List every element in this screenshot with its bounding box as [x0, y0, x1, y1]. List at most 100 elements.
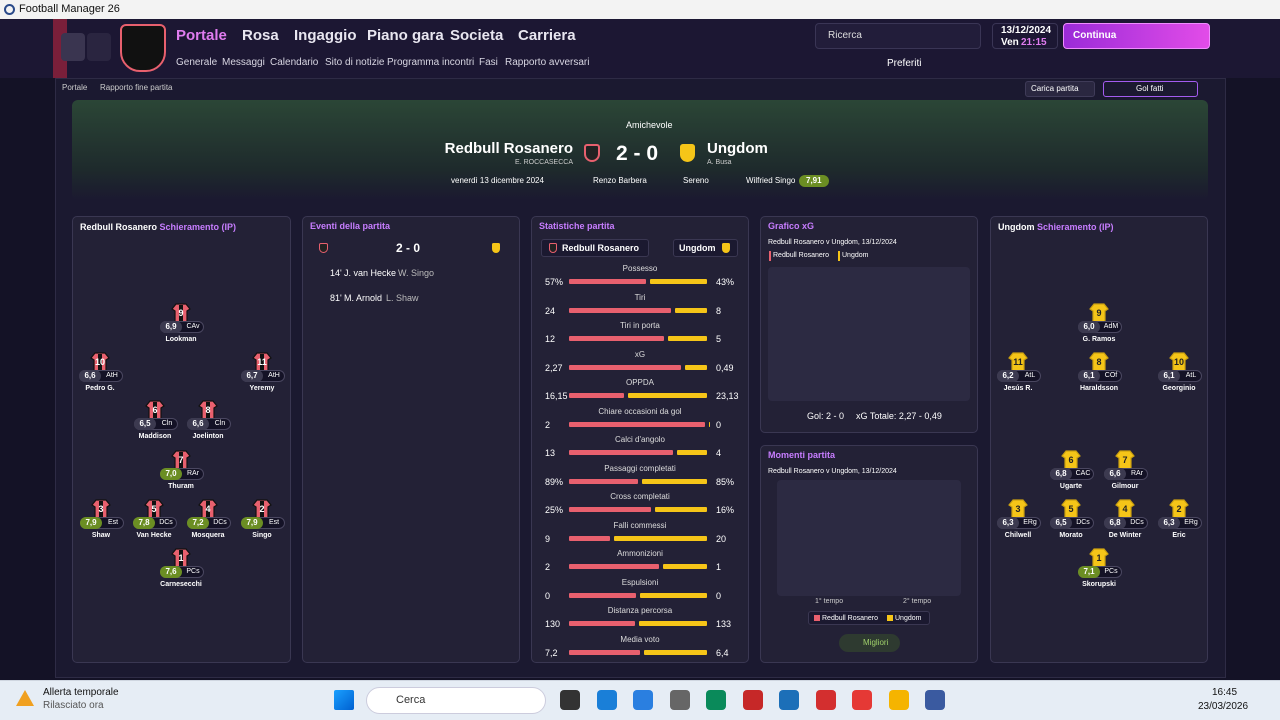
- favorites[interactable]: Preferiti: [887, 58, 922, 69]
- shirt-number: 11: [1013, 357, 1023, 367]
- player-name[interactable]: Skorupski: [1082, 581, 1116, 588]
- player-name[interactable]: Haraldsson: [1079, 385, 1119, 392]
- player-name[interactable]: Mosquera: [191, 532, 225, 539]
- nav-submenu[interactable]: Calendario: [270, 57, 319, 68]
- taskbar-app[interactable]: [633, 690, 653, 710]
- taskbar-app[interactable]: [706, 690, 726, 710]
- nav-menu[interactable]: Piano gara: [367, 27, 444, 44]
- rating-box: [1078, 321, 1100, 333]
- player-position: Est: [268, 519, 280, 526]
- player-name[interactable]: Maddison: [138, 433, 172, 440]
- stat-label: Cross completati: [610, 492, 670, 501]
- taskbar-app[interactable]: [560, 690, 580, 710]
- search-bar[interactable]: [815, 23, 981, 49]
- nav-submenu[interactable]: Messaggi: [222, 57, 265, 68]
- stat-home-value: 2,27: [545, 362, 563, 373]
- nav-submenu[interactable]: Programma incontri: [387, 57, 475, 68]
- player-name[interactable]: Georginio: [1162, 385, 1196, 392]
- home-badge: [319, 243, 328, 253]
- stat-label: Possesso: [622, 264, 658, 273]
- shirt-number: 7: [178, 455, 184, 465]
- away-manager: A. Busa: [707, 159, 732, 166]
- shirt-stripe: [179, 452, 183, 469]
- nav-menu[interactable]: Ingaggio: [294, 27, 357, 44]
- half-label: 2° tempo: [903, 598, 932, 605]
- nav-submenu[interactable]: Sito di notizie: [325, 57, 385, 68]
- back-button[interactable]: [61, 33, 85, 61]
- taskbar-app[interactable]: [779, 690, 799, 710]
- load-match-button[interactable]: [1025, 81, 1095, 97]
- player-name[interactable]: Morato: [1059, 532, 1083, 539]
- taskbar-app[interactable]: [742, 690, 763, 710]
- nav-submenu[interactable]: Fasi: [479, 57, 498, 68]
- best-button[interactable]: [839, 634, 900, 652]
- player-name[interactable]: Jesús R.: [1003, 385, 1033, 392]
- nav-submenu[interactable]: Generale: [176, 57, 218, 68]
- player-position: CAv: [186, 323, 200, 330]
- stat-home-value: 24: [545, 305, 556, 316]
- start-button[interactable]: [334, 690, 354, 710]
- nav-submenu[interactable]: Rapporto avversari: [505, 57, 590, 68]
- stat-away-value: 0: [716, 590, 722, 601]
- events-title: Eventi della partita: [310, 221, 391, 231]
- taskbar-app[interactable]: [815, 690, 836, 710]
- stat-bar-away: [668, 336, 707, 341]
- nav-menu[interactable]: Societa: [450, 27, 504, 44]
- player-position: AdM: [1103, 323, 1119, 330]
- player-name[interactable]: Singo: [252, 532, 272, 539]
- continue-button[interactable]: [1063, 23, 1210, 49]
- stat-home-value: 7,2: [545, 647, 558, 658]
- player-name[interactable]: G. Ramos: [1082, 336, 1116, 343]
- match-header: [72, 100, 1208, 200]
- player-name[interactable]: Chilwell: [1004, 532, 1032, 539]
- nav-menu[interactable]: Portale: [176, 27, 227, 44]
- forward-button[interactable]: [87, 33, 111, 61]
- taskbar-app[interactable]: [888, 690, 909, 710]
- home-badge: [584, 144, 600, 162]
- player-position: RAr: [1130, 470, 1144, 477]
- taskbar-app[interactable]: [925, 690, 945, 710]
- player-position: DCs: [1130, 519, 1144, 526]
- nav-date: 13/12/2024: [1001, 25, 1052, 36]
- player-name[interactable]: Carnesecchi: [160, 581, 202, 588]
- app-icon: [4, 4, 15, 15]
- player-name[interactable]: Yeremy: [249, 385, 275, 392]
- player-name[interactable]: Pedro G.: [85, 385, 115, 392]
- shirt-number: 1: [178, 553, 184, 563]
- player-name[interactable]: Thuram: [168, 483, 194, 490]
- rating-box: [1078, 370, 1100, 382]
- stats-home: Redbull Rosanero: [562, 243, 640, 253]
- shirt-stripe: [179, 550, 183, 567]
- stat-home-value: 13: [545, 448, 556, 458]
- stat-away-value: 23,13: [716, 391, 739, 401]
- player-name[interactable]: Gilmour: [1111, 483, 1139, 490]
- taskbar-app[interactable]: [852, 690, 872, 710]
- player-position: AtL: [1185, 372, 1197, 379]
- shirt-stripe: [260, 501, 264, 518]
- nav-menu[interactable]: Rosa: [242, 27, 279, 44]
- player-position: DCs: [1076, 519, 1090, 526]
- shirt-stripe: [206, 402, 210, 419]
- stat-bar-away: [639, 621, 707, 626]
- player-name[interactable]: Van Hecke: [136, 532, 172, 539]
- player-name[interactable]: De Winter: [1108, 532, 1142, 539]
- momentum-title: Momenti partita: [768, 450, 836, 460]
- taskbar-app[interactable]: [669, 690, 690, 710]
- tray-date: 23/03/2026: [1198, 701, 1249, 712]
- goals-button[interactable]: [1103, 81, 1198, 97]
- competition: Amichevole: [626, 120, 673, 130]
- player-name[interactable]: Eric: [1172, 532, 1186, 539]
- taskbar-search[interactable]: [366, 687, 546, 714]
- player-name[interactable]: Ugarte: [1059, 483, 1083, 490]
- best-label: Migliori: [863, 638, 889, 647]
- away-badge: [680, 144, 695, 162]
- nav-menu[interactable]: Carriera: [518, 27, 576, 44]
- stat-bar-away: [676, 450, 707, 455]
- player-name[interactable]: Joelinton: [192, 433, 224, 440]
- alert-sub: Rilasciato ora: [43, 700, 104, 711]
- taskbar-app[interactable]: [596, 690, 617, 710]
- player-name[interactable]: Shaw: [91, 532, 111, 539]
- breadcrumb-1[interactable]: Portale: [62, 83, 88, 92]
- stat-away-value: 0,49: [716, 362, 734, 373]
- player-name[interactable]: Lookman: [165, 336, 197, 343]
